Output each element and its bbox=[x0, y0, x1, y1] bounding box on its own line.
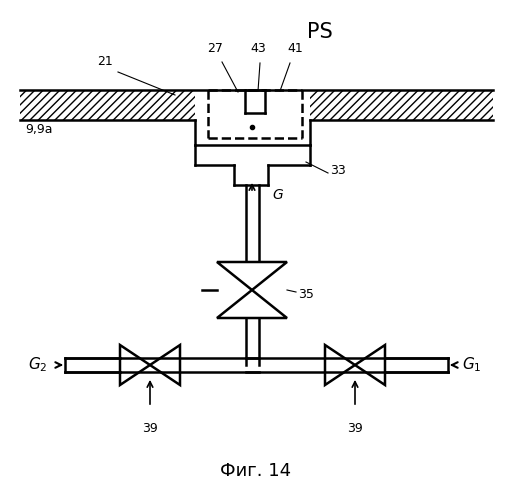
Text: PS: PS bbox=[307, 22, 333, 42]
Text: 33: 33 bbox=[330, 164, 346, 176]
Polygon shape bbox=[150, 345, 180, 385]
Text: 27: 27 bbox=[207, 42, 223, 55]
Text: 35: 35 bbox=[298, 288, 314, 302]
Polygon shape bbox=[217, 262, 287, 290]
Text: 9,9a: 9,9a bbox=[25, 124, 52, 136]
Text: 21: 21 bbox=[97, 55, 113, 68]
Text: $G_1$: $G_1$ bbox=[462, 356, 482, 374]
Text: 41: 41 bbox=[287, 42, 303, 55]
Text: 39: 39 bbox=[347, 422, 363, 435]
Text: 43: 43 bbox=[250, 42, 266, 55]
Polygon shape bbox=[217, 290, 287, 318]
Polygon shape bbox=[355, 345, 385, 385]
Bar bbox=[310, 90, 493, 120]
Text: $G_2$: $G_2$ bbox=[28, 356, 48, 374]
Text: 39: 39 bbox=[142, 422, 158, 435]
Polygon shape bbox=[325, 345, 355, 385]
Bar bbox=[20, 90, 195, 120]
Polygon shape bbox=[120, 345, 150, 385]
Text: Фиг. 14: Фиг. 14 bbox=[221, 462, 291, 480]
Text: G: G bbox=[272, 188, 283, 202]
